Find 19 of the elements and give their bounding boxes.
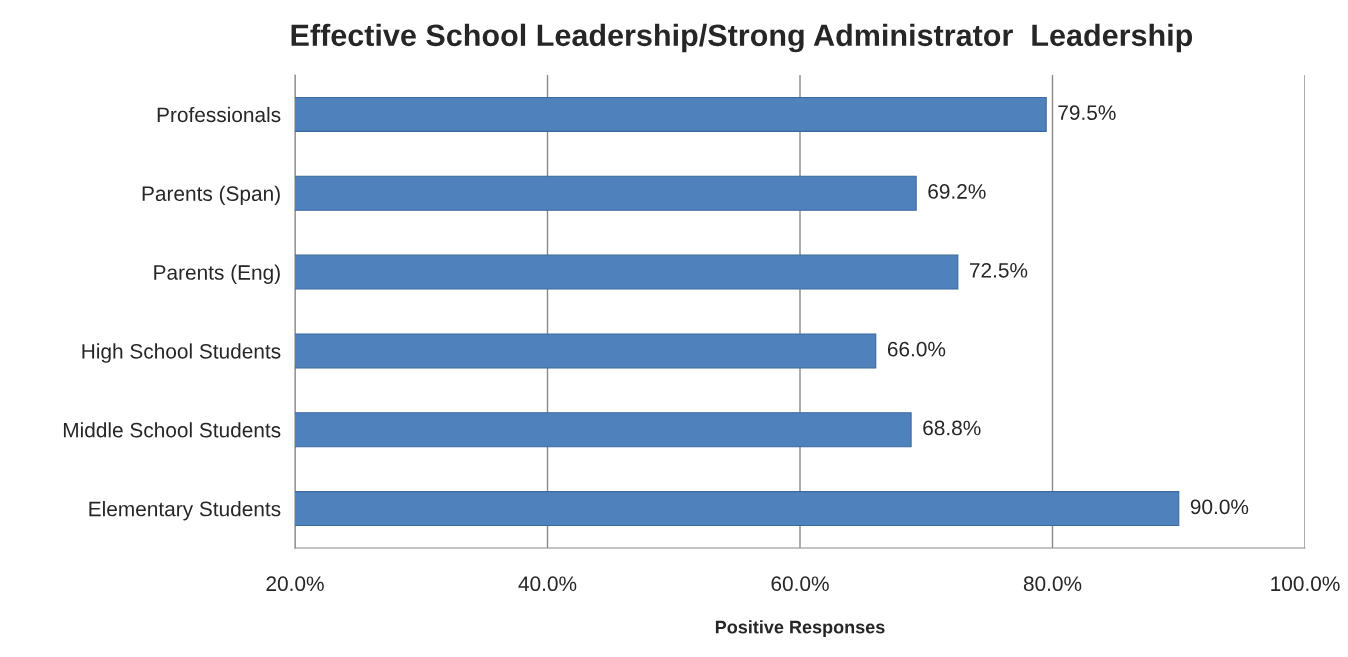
data-label: 79.5%: [1058, 105, 1116, 121]
data-label: 90.0%: [1190, 499, 1249, 515]
y-tick-label: Middle School Students: [63, 422, 281, 438]
y-tick-label: Elementary Students: [89, 501, 281, 521]
x-tick-label: 40.0%: [518, 576, 577, 592]
x-tick-label: 60.0%: [771, 576, 829, 592]
y-tick-label: High School Students: [82, 343, 281, 363]
x-tick-label: 80.0%: [1023, 576, 1082, 592]
data-label: 69.2%: [928, 184, 986, 199]
data-label: 68.8%: [923, 420, 981, 436]
y-tick-label: Parents (Eng): [154, 264, 280, 284]
x-tick-label: 100.0%: [1271, 576, 1340, 592]
data-label: 72.5%: [969, 262, 1028, 278]
x-axis-title: Positive Responses: [715, 620, 885, 638]
x-tick-label: 20.0%: [266, 576, 324, 592]
y-tick-label: Professionals: [157, 106, 281, 123]
chart-title: Effective School Leadership/Strong Administrator Leadership: [291, 23, 1193, 53]
data-label: 66.0%: [887, 341, 946, 357]
y-tick-label: Parents (Span): [142, 185, 280, 206]
